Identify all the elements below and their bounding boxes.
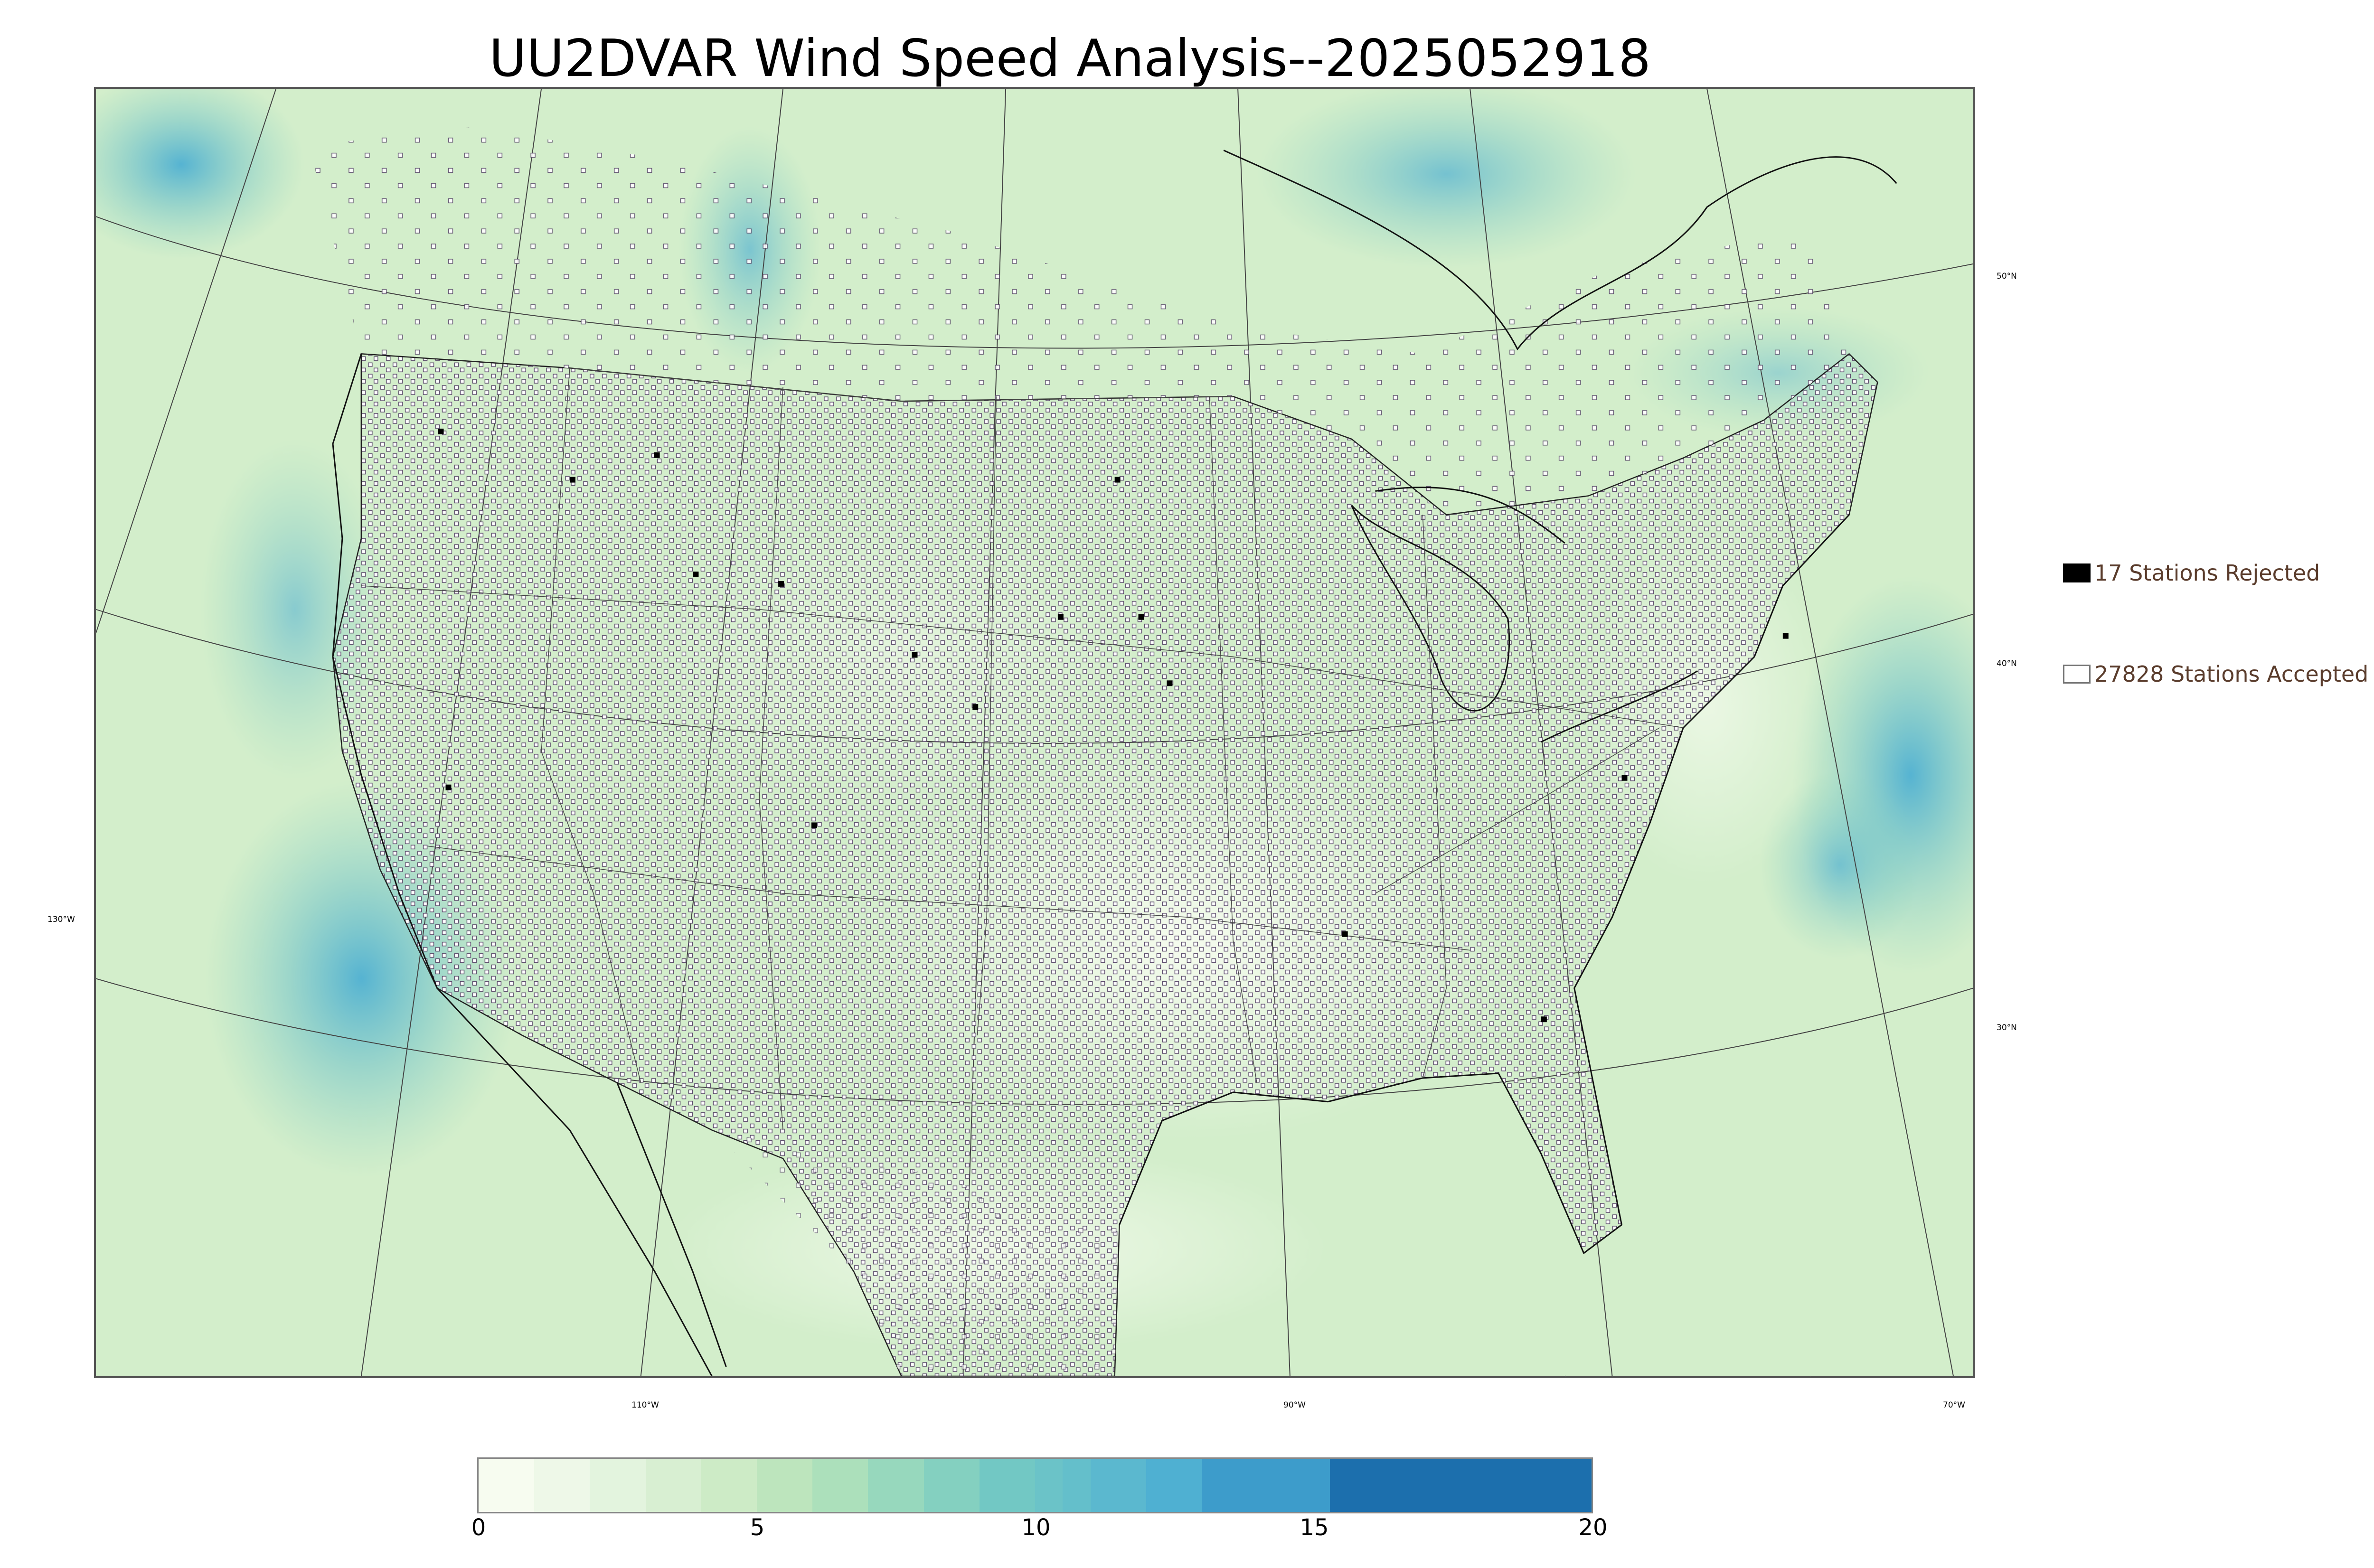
great-lakes-michigan xyxy=(1351,505,1510,712)
state-borders xyxy=(361,367,1684,1130)
border-mid-horizontal xyxy=(361,585,1684,728)
colorbar-segment-0 xyxy=(479,1459,535,1512)
border-central-2 xyxy=(1209,396,1257,1083)
colorbar-segment-5 xyxy=(756,1459,813,1512)
lat-label-40n: 40°N xyxy=(1997,659,2017,668)
border-west-2 xyxy=(759,387,783,1130)
great-lakes-superior xyxy=(1375,487,1565,544)
colorbar-segment-8 xyxy=(923,1459,980,1512)
legend-accepted: 27828 Stations Accepted xyxy=(2063,661,2368,687)
colorbar-segment-14 xyxy=(1202,1459,1330,1512)
page-title: UU2DVAR Wind Speed Analysis--2025052918 xyxy=(489,29,1651,88)
colorbar-tick-20: 20 xyxy=(1578,1514,1608,1541)
colorbar-segment-13 xyxy=(1146,1459,1202,1512)
lat-label-30n: 30°N xyxy=(1997,1023,2017,1033)
lon-label-110w: 110°W xyxy=(631,1400,659,1410)
meridian-130w-a xyxy=(96,89,277,633)
lon-label-90w: 90°W xyxy=(1283,1400,1306,1410)
colorbar-tick-10: 10 xyxy=(1021,1514,1051,1541)
map-frame[interactable] xyxy=(94,87,1975,1378)
great-lakes-erie xyxy=(1541,670,1698,743)
border-east-2 xyxy=(1375,727,1660,894)
us-canada-border xyxy=(569,367,1234,402)
baja-coast xyxy=(616,1082,727,1367)
colorbar-segment-3 xyxy=(645,1459,701,1512)
gulf-atlantic-coast xyxy=(1119,514,1850,1255)
border-central-1 xyxy=(977,396,997,1036)
lon-label-130w: 130°W xyxy=(47,915,75,924)
colorbar-segment-11 xyxy=(1063,1459,1091,1512)
border-east-1 xyxy=(1422,515,1447,1079)
colorbar-tick-5: 5 xyxy=(750,1514,765,1541)
hudson-bay-coast xyxy=(1223,150,1897,351)
colorbar-segment-4 xyxy=(701,1459,757,1512)
wind-maximum-hudson xyxy=(1257,89,1636,269)
colorbar-segment-9 xyxy=(979,1459,1035,1512)
rejected-station-swatch xyxy=(2063,563,2091,582)
colorbar-segment-10 xyxy=(1035,1459,1063,1512)
colorbar-tick-15: 15 xyxy=(1300,1514,1329,1541)
colorbar-segment-1 xyxy=(534,1459,590,1512)
lon-label-70w: 70°W xyxy=(1943,1400,1965,1410)
colorbar xyxy=(477,1457,1593,1513)
border-south-horizontal xyxy=(427,845,1470,951)
canada-stations xyxy=(309,126,1849,515)
mexico-stations xyxy=(712,1130,1120,1376)
coastlines xyxy=(332,150,1897,1376)
rejected-stations xyxy=(438,428,1789,1023)
wind-maximum-pacific-north xyxy=(96,89,305,259)
colorbar-tick-0: 0 xyxy=(471,1514,486,1541)
colorbar-segment-2 xyxy=(590,1459,646,1512)
wind-speed-map[interactable] xyxy=(96,89,1973,1376)
colorbar-segment-7 xyxy=(868,1459,924,1512)
pacific-coast xyxy=(332,353,713,1376)
legend-accepted-label: 27828 Stations Accepted xyxy=(2094,661,2369,687)
colorbar-segment-6 xyxy=(812,1459,868,1512)
lat-label-50n: 50°N xyxy=(1997,272,2017,281)
colorbar-segment-12 xyxy=(1091,1459,1147,1512)
border-west-1 xyxy=(541,368,641,1083)
legend-rejected: 17 Stations Rejected xyxy=(2063,560,2320,586)
accepted-station-swatch xyxy=(2063,665,2091,684)
colorbar-segment-15 xyxy=(1329,1459,1592,1512)
legend-rejected-label: 17 Stations Rejected xyxy=(2094,560,2320,586)
